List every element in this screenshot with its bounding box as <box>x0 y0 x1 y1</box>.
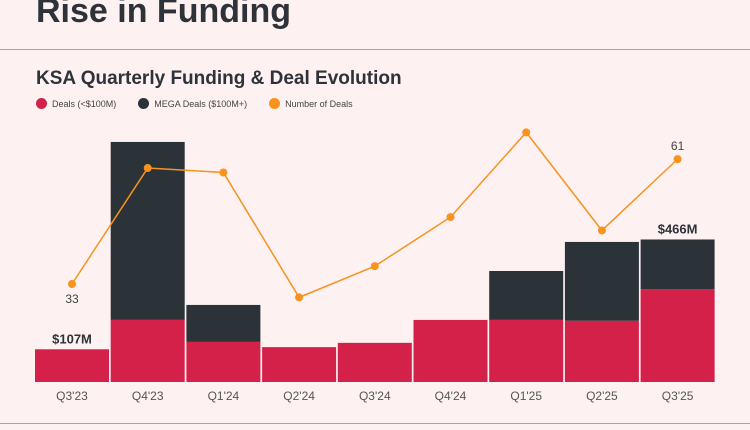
data-label: 33 <box>65 292 79 306</box>
bar-deals <box>640 289 715 382</box>
x-tick-label: Q3'23 <box>56 389 88 403</box>
x-tick-label: Q1'24 <box>208 389 240 403</box>
bar-mega <box>186 304 261 342</box>
data-label: $466M <box>658 221 698 236</box>
x-tick-label: Q2'24 <box>283 389 315 403</box>
deals-point <box>673 155 682 164</box>
chart-title: KSA Quarterly Funding & Deal Evolution <box>36 68 402 89</box>
bar-deals <box>262 347 337 382</box>
x-tick-label: Q1'25 <box>510 389 542 403</box>
bar-mega <box>489 270 564 320</box>
bar-deals <box>337 342 412 382</box>
x-tick-label: Q3'25 <box>662 389 694 403</box>
divider <box>0 49 750 50</box>
page-title: Rise in Funding <box>36 0 291 30</box>
x-tick-label: Q2'25 <box>586 389 618 403</box>
legend-swatch <box>269 98 281 109</box>
deals-point <box>522 128 531 137</box>
legend-label: Number of Deals <box>285 98 353 109</box>
bar-deals <box>35 349 109 382</box>
deals-point <box>143 164 152 173</box>
legend-swatch <box>138 98 150 109</box>
x-tick-label: Q4'23 <box>132 389 164 403</box>
data-label: 61 <box>671 139 685 153</box>
bar-mega <box>564 241 639 321</box>
data-label: $107M <box>52 331 92 346</box>
x-tick-label: Q3'24 <box>359 389 391 403</box>
legend: Deals (<$100M) MEGA Deals ($100M+) Numbe… <box>36 98 353 109</box>
deals-point <box>370 262 379 271</box>
bar-deals <box>186 341 261 382</box>
deals-point <box>597 226 606 235</box>
deals-point <box>219 168 228 177</box>
legend-item-mega: MEGA Deals ($100M+) <box>138 98 247 109</box>
deals-point <box>295 293 304 302</box>
bar-mega <box>640 239 715 290</box>
legend-label: Deals (<$100M) <box>52 98 117 109</box>
bar-deals <box>564 320 639 382</box>
legend-swatch <box>36 98 47 109</box>
legend-item-count: Number of Deals <box>269 98 353 109</box>
bar-deals <box>110 319 185 382</box>
deals-point <box>68 280 76 288</box>
deals-point <box>446 213 455 222</box>
x-tick-label: Q4'24 <box>435 389 467 403</box>
legend-label: MEGA Deals ($100M+) <box>154 98 248 109</box>
bar-deals <box>413 319 488 382</box>
divider <box>0 423 750 424</box>
legend-item-deals: Deals (<$100M) <box>36 98 116 109</box>
bar-deals <box>489 319 564 382</box>
